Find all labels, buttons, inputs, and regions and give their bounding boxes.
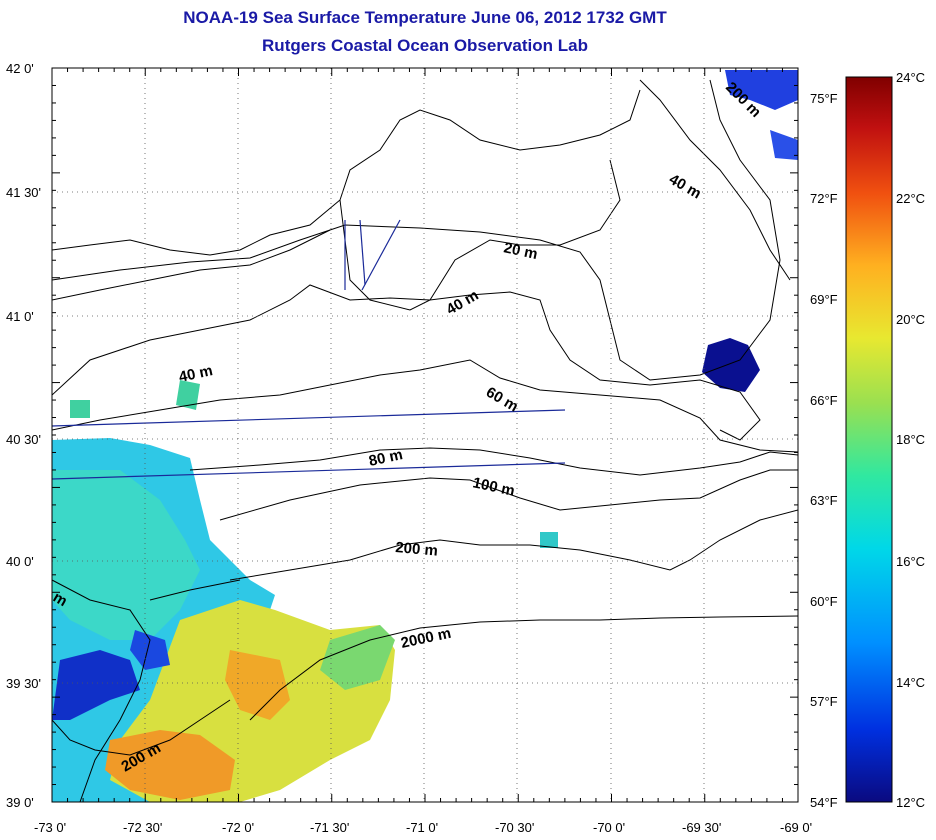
f-label-72: 72°F [810,191,838,206]
lat-label-39: 39 0' [6,795,34,810]
track-line-4 [359,219,366,286]
sst-patch-green [320,625,395,690]
sst-patch-navy [702,338,760,392]
lat-label-41-30: 41 30' [6,185,41,200]
f-label-69: 69°F [810,292,838,307]
sst-data-layer [52,70,798,802]
c-label-22: 22°C [896,191,925,206]
lon-label-72-30: -72 30' [123,820,162,835]
contour-sw-c [149,579,241,601]
contour-sw-b [52,699,231,756]
sst-patch-orange [225,650,290,720]
long-island-coast [52,229,331,301]
fahrenheit-labels: 75°F 72°F 69°F 66°F 63°F 60°F 57°F 54°F [810,91,838,810]
lon-label-71: -71 0' [406,820,438,835]
c-label-14: 14°C [896,675,925,690]
lon-label-71-30: -71 30' [310,820,349,835]
contour-label-2000m: 2000 m [399,625,452,652]
contour-40m-b [639,79,791,281]
sst-patch-blue-2 [130,630,170,670]
f-label-60: 60°F [810,594,838,609]
contour-label-200m: 200 m [395,539,439,560]
f-label-54: 54°F [810,795,838,810]
f-label-75: 75°F [810,91,838,106]
contour-80m [189,447,798,476]
lat-label-40-30: 40 30' [6,432,41,447]
contour-60m [52,359,798,453]
contour-200m [229,509,798,581]
contour-40m-a [52,284,761,441]
contour-100m [219,469,798,521]
f-label-63: 63°F [810,493,838,508]
sst-patch-small-1 [540,532,558,548]
contour-label-100m: 100 m [471,474,516,499]
contour-label-20m: 20 m [502,239,539,263]
lat-label-41: 41 0' [6,309,34,324]
sst-patch-cyan [52,470,200,640]
f-label-66: 66°F [810,393,838,408]
contour-label-40m-ne: 40 m [666,171,704,203]
lon-label-73: -73 0' [34,820,66,835]
lon-label-70: -70 0' [593,820,625,835]
sst-patch-small-3 [176,380,200,410]
contour-label-80m: 80 m [367,446,404,470]
sst-patch-ne-blue-2 [770,130,798,160]
sst-patch-blue [52,650,140,720]
longitude-labels: -73 0' -72 30' -72 0' -71 30' -71 0' -70… [34,820,812,835]
map-subtitle: Rutgers Coastal Ocean Observation Lab [262,36,588,55]
c-label-24: 24°C [896,70,925,85]
coastline [52,89,641,311]
f-label-57: 57°F [810,694,838,709]
celsius-labels: 24°C 22°C 20°C 18°C 16°C 14°C 12°C [896,70,925,810]
lon-label-70-30: -70 30' [495,820,534,835]
contour-layer [52,79,798,802]
track-line-5 [361,219,401,291]
lon-label-69: -69 0' [780,820,812,835]
sst-patch-orange-2 [105,730,235,800]
frame-ticks [51,67,799,803]
c-label-20: 20°C [896,312,925,327]
contour-label-60m: 60 m [483,384,521,416]
c-label-12: 12°C [896,795,925,810]
contour-20m [52,79,781,381]
contour-label-40m-mid: 40 m [444,287,482,319]
c-label-16: 16°C [896,554,925,569]
lat-label-39-30: 39 30' [6,676,41,691]
lon-label-72: -72 0' [222,820,254,835]
contour-label-40m-w: 40 m [177,362,214,386]
lat-label-42: 42 0' [6,61,34,76]
map-title: NOAA-19 Sea Surface Temperature June 06,… [183,8,667,27]
contour-2000m [249,615,798,721]
track-line-1 [51,409,566,427]
sst-patch-ne-blue [725,70,798,110]
latitude-labels: 42 0' 41 30' 41 0' 40 30' 40 0' 39 30' 3… [6,61,41,810]
lat-label-40: 40 0' [6,554,34,569]
contour-sw-a [52,579,151,802]
color-scale-bar [845,76,893,803]
track-line-2 [51,462,566,480]
sst-patch-small-2 [70,400,90,418]
c-label-18: 18°C [896,432,925,447]
lon-label-69-30: -69 30' [682,820,721,835]
track-lines [51,219,566,480]
